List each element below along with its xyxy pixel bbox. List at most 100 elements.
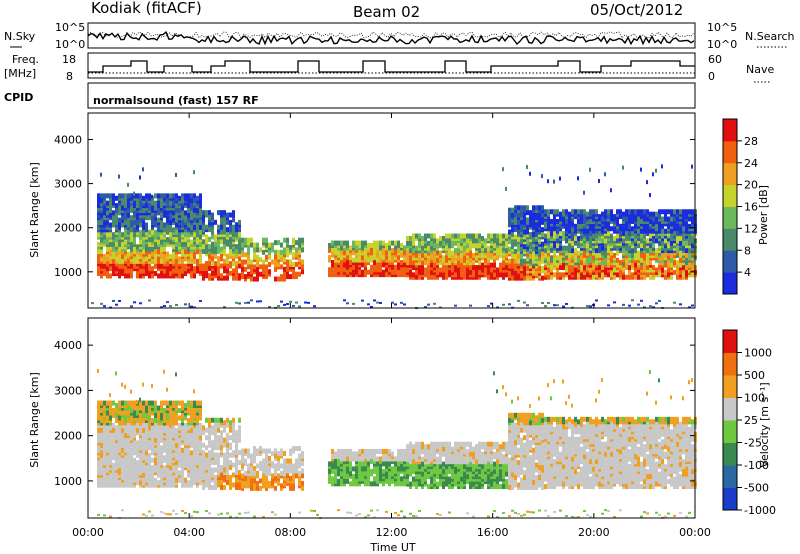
range-cell xyxy=(562,231,565,237)
nsky-label: N.Sky xyxy=(4,30,36,43)
range-cell xyxy=(163,465,166,471)
range-cell xyxy=(127,450,130,456)
range-cell xyxy=(208,462,211,468)
range-cell xyxy=(244,301,247,304)
range-cell xyxy=(445,233,448,239)
range-cell xyxy=(253,247,256,253)
range-cell xyxy=(151,251,154,257)
freq-label-2: [MHz] xyxy=(4,67,36,80)
range-cell xyxy=(628,209,631,215)
range-cell xyxy=(196,452,199,458)
range-cell xyxy=(259,300,262,303)
range-cell xyxy=(151,400,154,406)
range-cell xyxy=(616,221,619,227)
range-cell xyxy=(121,268,124,274)
range-cell xyxy=(154,400,157,406)
colorbar-tick-label: 16 xyxy=(744,201,758,214)
range-cell xyxy=(523,205,526,211)
range-cell xyxy=(274,240,277,246)
range-cell xyxy=(277,254,280,260)
range-cell xyxy=(541,227,544,233)
range-cell xyxy=(652,216,655,222)
range-cell xyxy=(514,248,517,254)
range-cell xyxy=(196,195,199,201)
range-cell xyxy=(478,260,481,266)
range-cell xyxy=(97,432,100,438)
range-cell xyxy=(487,233,490,239)
range-cell xyxy=(175,400,178,406)
range-cell xyxy=(529,241,532,247)
range-cell xyxy=(217,417,220,423)
range-cell xyxy=(571,235,574,241)
range-cell xyxy=(439,267,442,273)
range-cell xyxy=(166,203,169,209)
range-cell xyxy=(565,209,568,215)
range-cell xyxy=(475,269,478,275)
range-cell xyxy=(643,209,646,215)
range-cell xyxy=(577,176,579,181)
range-cell xyxy=(541,241,544,247)
range-cell xyxy=(259,264,262,270)
range-cell xyxy=(454,304,457,307)
range-cell xyxy=(688,262,691,268)
range-cell xyxy=(568,274,571,280)
range-cell xyxy=(130,251,133,257)
range-cell xyxy=(106,427,109,433)
range-cell xyxy=(277,276,280,282)
range-cell xyxy=(106,467,109,473)
range-cell xyxy=(229,236,232,242)
range-cell xyxy=(652,211,655,217)
range-cell xyxy=(601,211,604,217)
range-cell xyxy=(148,420,151,426)
range-cell xyxy=(229,425,232,431)
range-cell xyxy=(217,427,220,433)
range-cell xyxy=(394,240,397,246)
range-cell xyxy=(178,400,181,406)
range-cell xyxy=(220,430,223,436)
range-cell xyxy=(490,302,493,305)
range-cell xyxy=(253,254,256,260)
range-cell xyxy=(109,515,112,518)
range-cell xyxy=(508,270,511,276)
range-cell xyxy=(265,237,268,243)
range-cell xyxy=(103,514,106,517)
range-cell xyxy=(169,400,172,406)
range-cell xyxy=(616,272,619,278)
range-cell xyxy=(631,272,634,278)
range-cell xyxy=(649,305,652,308)
range-cell xyxy=(277,249,280,255)
y-tick-label: 1000 xyxy=(54,266,82,279)
range-cell xyxy=(259,257,262,263)
range-cell xyxy=(121,382,123,387)
range-cell xyxy=(178,457,181,463)
range-cell xyxy=(349,267,352,273)
range-cell xyxy=(217,268,220,274)
range-cell xyxy=(160,193,163,199)
range-cell xyxy=(208,210,211,216)
range-cell xyxy=(514,241,517,247)
range-cell xyxy=(232,482,235,488)
range-cell xyxy=(625,209,628,215)
range-cell xyxy=(436,269,439,275)
range-cell xyxy=(151,215,154,221)
range-cell xyxy=(238,425,241,431)
range-cell xyxy=(292,237,295,243)
range-cell xyxy=(217,422,220,428)
range-cell xyxy=(112,210,115,216)
range-cell xyxy=(172,258,175,264)
range-cell xyxy=(538,265,541,271)
range-cell xyxy=(220,472,223,478)
range-cell xyxy=(376,252,379,258)
range-cell xyxy=(178,195,181,201)
range-cell xyxy=(118,467,121,473)
range-cell xyxy=(289,244,292,250)
range-cell xyxy=(430,245,433,251)
range-cell xyxy=(154,212,157,218)
range-cell xyxy=(454,267,457,273)
range-cell xyxy=(175,372,177,377)
range-cell xyxy=(514,270,517,276)
range-cell xyxy=(190,224,193,230)
range-cell xyxy=(121,465,124,471)
range-cell xyxy=(130,400,133,406)
range-cell xyxy=(103,480,106,486)
